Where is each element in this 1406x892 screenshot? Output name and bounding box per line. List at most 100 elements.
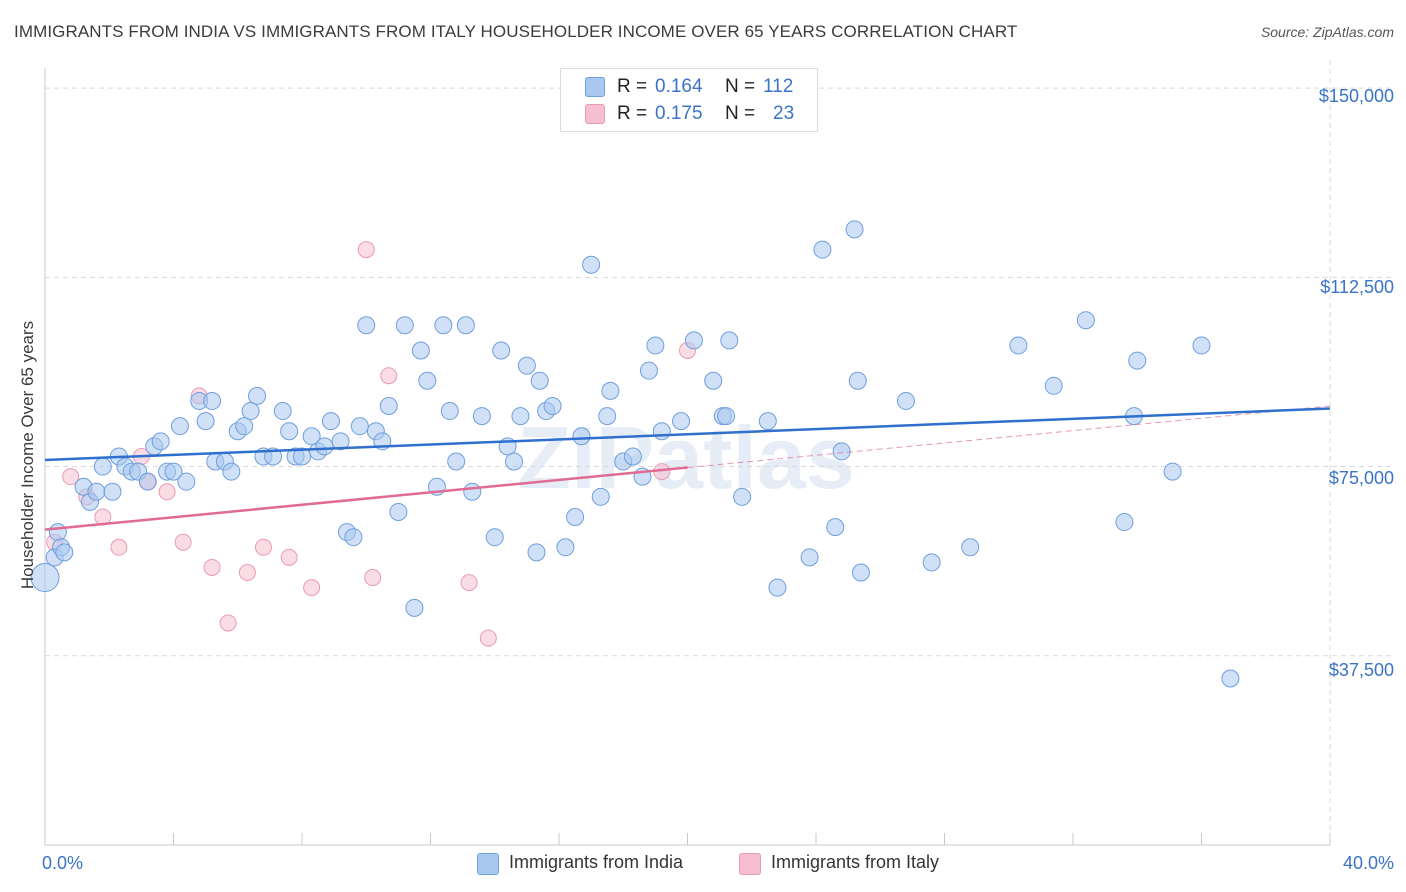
india-point xyxy=(472,407,491,426)
italy-legend-label: Immigrants from Italy xyxy=(771,852,940,872)
india-point xyxy=(93,457,112,476)
india-point xyxy=(1044,376,1063,395)
india-n-value: 112 xyxy=(763,76,794,97)
india-point xyxy=(164,462,183,481)
italy-trend-line xyxy=(44,466,688,531)
india-point xyxy=(395,316,414,335)
india-point xyxy=(456,316,475,335)
italy-point xyxy=(364,569,382,587)
india-point xyxy=(235,417,254,436)
india-point xyxy=(138,472,157,491)
india-n-label: N = xyxy=(725,76,756,97)
india-point xyxy=(1221,669,1240,688)
india-point xyxy=(652,422,671,441)
india-point xyxy=(517,356,536,375)
india-point xyxy=(896,391,915,410)
india-point xyxy=(177,472,196,491)
india-legend-swatch xyxy=(477,853,499,875)
india-point xyxy=(302,427,321,446)
india-point xyxy=(315,437,334,456)
india-point xyxy=(530,371,549,390)
grid-layer xyxy=(45,60,1392,845)
india-point xyxy=(623,447,642,466)
india-point xyxy=(813,240,832,259)
india-point xyxy=(733,487,752,506)
india-point xyxy=(485,528,504,547)
india-point xyxy=(418,371,437,390)
india-point xyxy=(598,407,617,426)
source-label: Source: ZipAtlas.com xyxy=(1260,24,1394,40)
india-trend-line xyxy=(44,407,1331,462)
india-point xyxy=(1192,336,1211,355)
y-tick-label-150000: $150,000 xyxy=(1318,86,1394,106)
india-point xyxy=(826,518,845,537)
india-point xyxy=(492,341,511,360)
italy-r-value: 0.175 xyxy=(655,103,703,124)
india-point xyxy=(411,341,430,360)
india-point xyxy=(87,482,106,501)
india-point xyxy=(566,508,585,527)
india-point xyxy=(170,417,189,436)
india-point xyxy=(848,371,867,390)
india-point xyxy=(203,391,222,410)
y-tick-label-75000: $75,000 xyxy=(1328,468,1394,488)
india-point xyxy=(1163,462,1182,481)
india-point xyxy=(582,255,601,274)
trend-layer xyxy=(44,405,1331,531)
india-point xyxy=(321,412,340,431)
italy-r-label: R = xyxy=(617,103,648,124)
india-point xyxy=(273,402,292,421)
points-layer xyxy=(30,220,1240,688)
y-tick-label-112500: $112,500 xyxy=(1320,277,1394,297)
india-point xyxy=(527,543,546,562)
india-point xyxy=(704,371,723,390)
india-point xyxy=(1009,336,1028,355)
india-point xyxy=(768,578,787,597)
italy-point xyxy=(280,548,298,566)
india-point xyxy=(463,482,482,501)
italy-point xyxy=(303,579,321,597)
y-axis-label: Householder Income Over 65 years xyxy=(18,320,37,590)
italy-legend-swatch xyxy=(739,853,761,875)
india-r-value: 0.164 xyxy=(655,76,703,97)
india-point xyxy=(248,386,267,405)
italy-point xyxy=(460,574,478,592)
india-point xyxy=(103,482,122,501)
india-point xyxy=(717,407,736,426)
india-point xyxy=(758,412,777,431)
india-point xyxy=(48,523,67,542)
india-point xyxy=(344,528,363,547)
india-point xyxy=(591,487,610,506)
india-point xyxy=(222,462,241,481)
italy-trend-extension xyxy=(687,405,1331,469)
india-point xyxy=(55,543,74,562)
india-point xyxy=(30,563,60,593)
india-point xyxy=(543,396,562,415)
italy-point xyxy=(479,629,497,647)
india-point xyxy=(646,336,665,355)
india-point xyxy=(241,402,260,421)
india-point xyxy=(350,417,369,436)
axis-layer xyxy=(44,68,1331,846)
india-point xyxy=(511,407,530,426)
india-point xyxy=(851,563,870,582)
y-tick-label-37500: $37,500 xyxy=(1328,660,1394,680)
italy-point xyxy=(158,483,176,501)
india-point xyxy=(405,598,424,617)
italy-point xyxy=(110,538,128,556)
italy-point xyxy=(357,241,375,259)
india-point xyxy=(434,316,453,335)
india-point xyxy=(447,452,466,471)
india-point xyxy=(440,402,459,421)
india-point xyxy=(800,548,819,567)
india-point xyxy=(556,538,575,557)
india-point xyxy=(1128,351,1147,370)
x-tick-label-max: 40.0% xyxy=(1342,853,1394,873)
india-point xyxy=(832,442,851,461)
india-point xyxy=(684,331,703,350)
india-point xyxy=(1115,513,1134,532)
italy-point xyxy=(219,614,237,632)
chart-title: IMMIGRANTS FROM INDIA VS IMMIGRANTS FROM… xyxy=(14,22,1018,41)
italy-swatch xyxy=(585,104,605,124)
